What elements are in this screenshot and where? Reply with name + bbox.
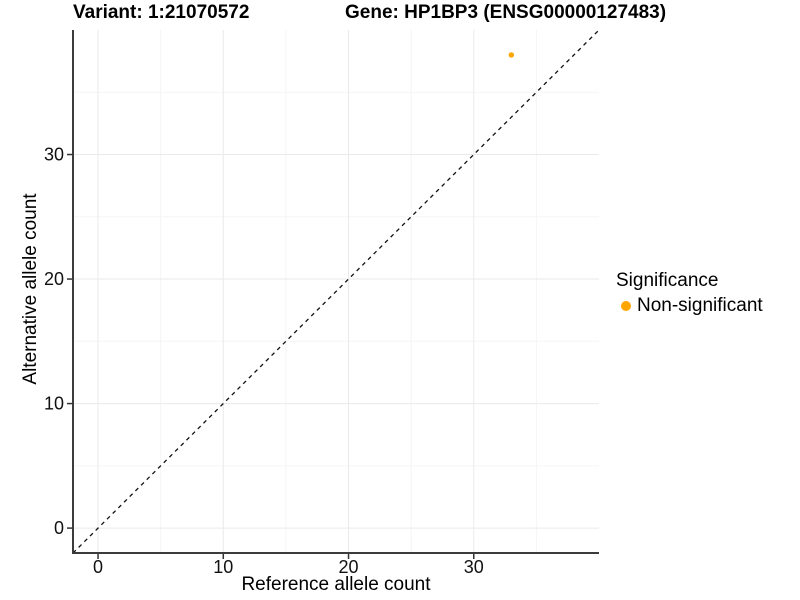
y-tick-label: 20 xyxy=(44,269,64,289)
legend: Significance Non-significant xyxy=(616,270,763,317)
y-axis-title: Alternative allele count xyxy=(20,193,41,385)
y-tick-label: 0 xyxy=(54,518,64,538)
plot-title-variant: Variant: 1:21070572 xyxy=(73,2,250,23)
plot-title-gene: Gene: HP1BP3 (ENSG00000127483) xyxy=(345,2,667,23)
identity-dashed-line xyxy=(72,29,600,554)
legend-item: Non-significant xyxy=(616,295,763,317)
legend-item-label: Non-significant xyxy=(637,295,763,316)
y-tick-label: 10 xyxy=(44,394,64,414)
x-tick-label: 30 xyxy=(464,557,484,577)
x-axis-title: Reference allele count xyxy=(241,574,431,595)
legend-circle-marker-icon xyxy=(621,301,631,311)
x-tick-label: 10 xyxy=(213,557,233,577)
legend-title: Significance xyxy=(616,270,719,291)
x-tick-label: 20 xyxy=(339,557,359,577)
data-point xyxy=(508,52,515,58)
x-tick-label: 0 xyxy=(93,557,103,577)
y-tick-label: 30 xyxy=(44,145,64,165)
